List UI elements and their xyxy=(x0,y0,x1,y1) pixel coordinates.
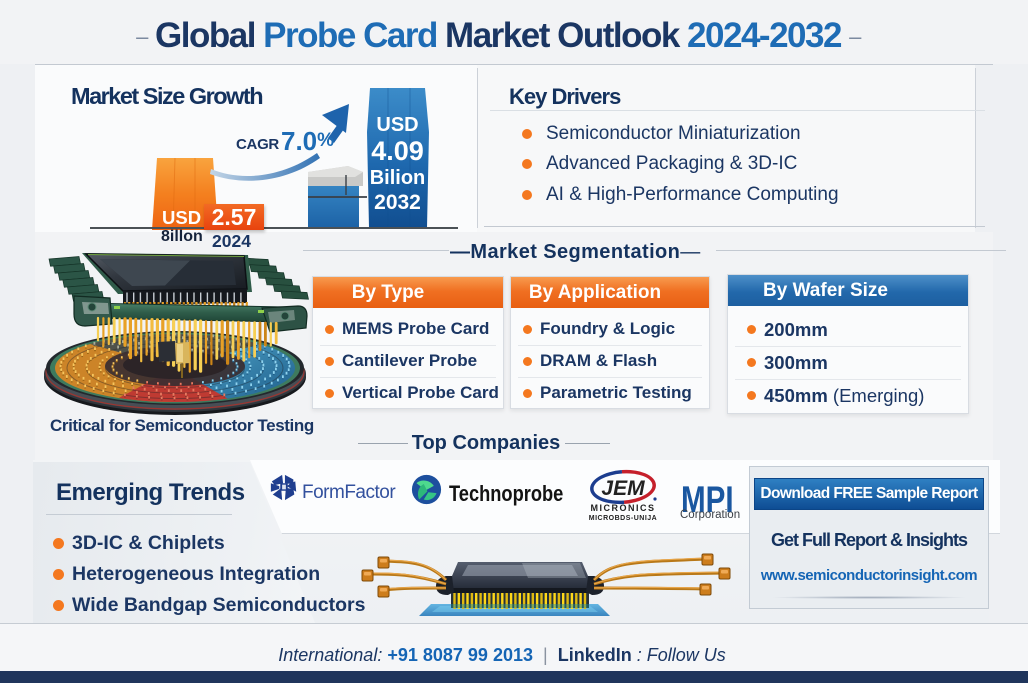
svg-text:MICROBDS-UNIJA: MICROBDS-UNIJA xyxy=(589,515,657,522)
svg-text:JEM: JEM xyxy=(601,477,645,500)
svg-text:MICRONICS: MICRONICS xyxy=(591,503,656,513)
